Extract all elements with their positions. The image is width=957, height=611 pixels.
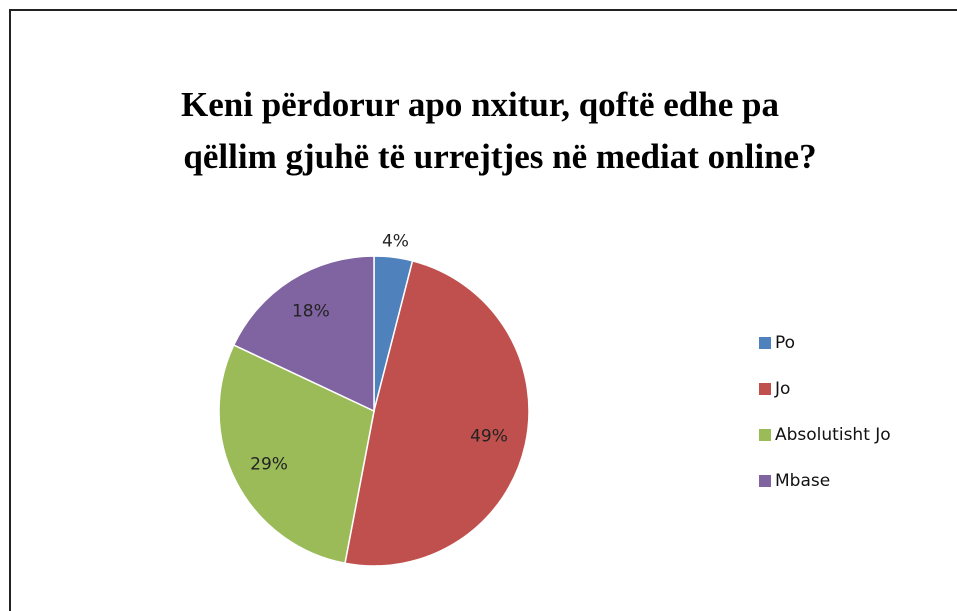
data-label: 49% — [470, 427, 508, 447]
legend-swatch — [759, 337, 771, 349]
legend-label: Absolutisht Jo — [775, 425, 891, 445]
legend-swatch — [759, 383, 771, 395]
chart-title: Keni përdorur apo nxitur, qoftë edhe pa — [181, 85, 779, 124]
data-label: 29% — [250, 454, 288, 474]
data-label: 18% — [292, 302, 330, 322]
data-label: 4% — [382, 231, 409, 251]
legend-swatch — [759, 475, 771, 487]
chart-title: qëllim gjuhë të urrejtjes në mediat onli… — [183, 137, 816, 176]
pie-slice — [232, 255, 375, 413]
pie-slice — [344, 259, 530, 567]
legend-label: Mbase — [775, 471, 830, 491]
legend-label: Po — [775, 333, 795, 353]
legend-swatch — [759, 429, 771, 441]
pie-slice — [218, 344, 375, 565]
legend-label: Jo — [774, 379, 790, 399]
